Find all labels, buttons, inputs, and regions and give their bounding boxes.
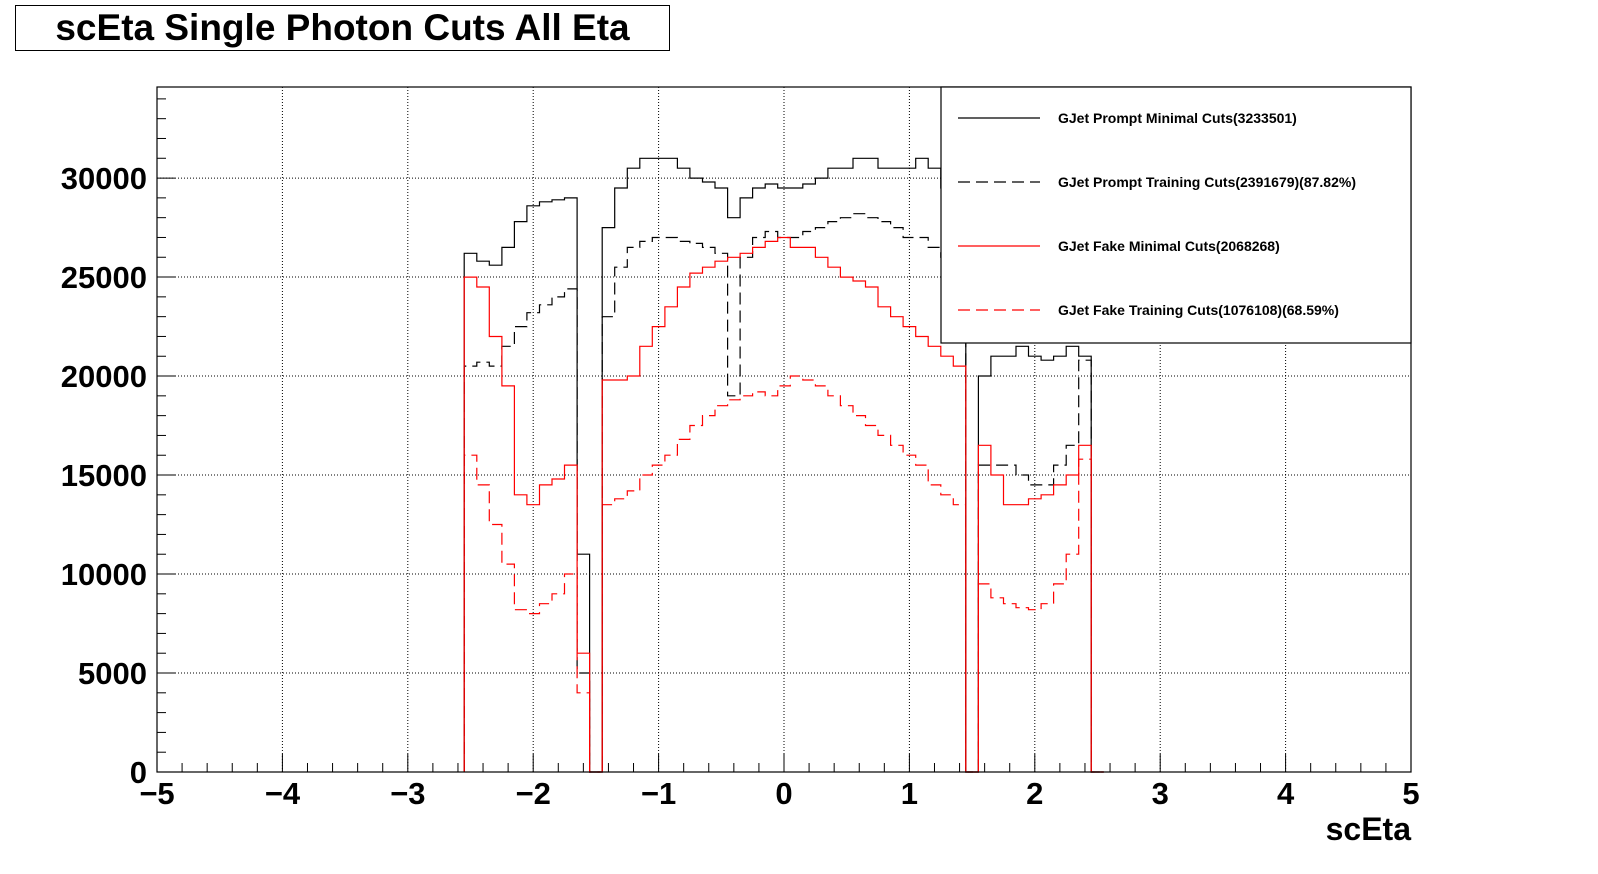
chart-title-box: scEta Single Photon Cuts All Eta bbox=[15, 5, 670, 51]
x-tick-label: 3 bbox=[1152, 776, 1169, 811]
y-tick-label: 15000 bbox=[61, 458, 147, 493]
series-line-2 bbox=[463, 236, 1104, 773]
x-tick-label: 1 bbox=[901, 776, 918, 811]
series-line-3 bbox=[463, 375, 1104, 773]
x-tick-label: 2 bbox=[1026, 776, 1043, 811]
chart-title: scEta Single Photon Cuts All Eta bbox=[55, 7, 630, 48]
x-tick-label: −2 bbox=[516, 776, 551, 811]
legend-label: GJet Fake Training Cuts(1076108)(68.59%) bbox=[1058, 302, 1339, 318]
x-tick-label: 5 bbox=[1402, 776, 1419, 811]
y-tick-label: 25000 bbox=[61, 260, 147, 295]
series-line-0 bbox=[463, 157, 1104, 773]
axes: −5 −4 −3 −2 −1 0 1 2 3 4 5 0 5000 10000 15000 20000 2500… bbox=[61, 98, 1420, 811]
x-tick-label: −3 bbox=[390, 776, 425, 811]
legend: GJet Prompt Minimal Cuts(3233501) GJet Pr… bbox=[940, 86, 1412, 344]
legend-box bbox=[940, 86, 1412, 344]
legend-label: GJet Prompt Minimal Cuts(3233501) bbox=[1058, 110, 1297, 126]
x-tick-label: −1 bbox=[641, 776, 676, 811]
x-tick-label: 4 bbox=[1277, 776, 1295, 811]
series-group bbox=[463, 157, 1104, 773]
y-tick-label: 10000 bbox=[61, 557, 147, 592]
legend-label: GJet Prompt Training Cuts(2391679)(87.82… bbox=[1058, 174, 1356, 190]
x-tick-label: −5 bbox=[139, 776, 174, 811]
x-axis-title: scEta bbox=[1326, 811, 1412, 847]
x-tick-label: −4 bbox=[265, 776, 301, 811]
y-tick-label: 30000 bbox=[61, 161, 147, 196]
legend-label: GJet Fake Minimal Cuts(2068268) bbox=[1058, 238, 1280, 254]
x-tick-label: 0 bbox=[775, 776, 792, 811]
y-tick-label: 0 bbox=[130, 755, 147, 790]
y-tick-label: 5000 bbox=[78, 656, 147, 691]
y-tick-label: 20000 bbox=[61, 359, 147, 394]
